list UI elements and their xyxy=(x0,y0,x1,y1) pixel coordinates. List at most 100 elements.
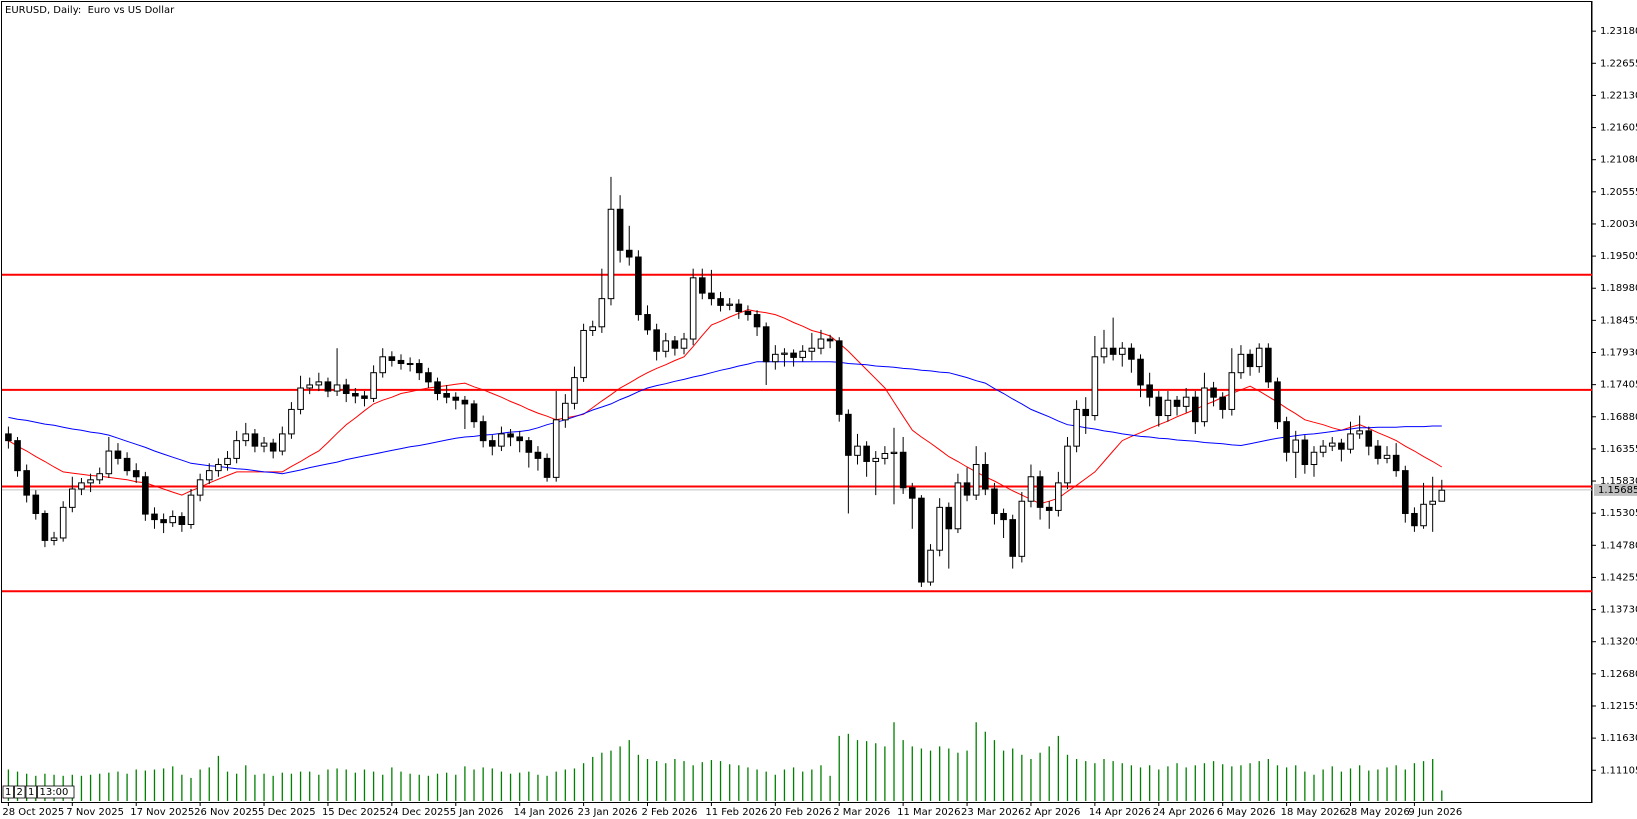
candle-body xyxy=(443,393,450,398)
candle-body xyxy=(1210,387,1217,398)
y-tick-label: 1.16880 xyxy=(1600,412,1637,423)
candle-body xyxy=(288,408,295,435)
corner-tag-box xyxy=(2,785,14,799)
candle-body xyxy=(41,512,49,541)
y-tick-label: 1.20555 xyxy=(1600,187,1637,198)
candle-body xyxy=(972,464,980,496)
y-tick-label: 1.17930 xyxy=(1600,348,1637,359)
x-tick-label: 28 May 2026 xyxy=(1345,807,1410,818)
candle-body xyxy=(936,506,943,551)
candle-body xyxy=(178,516,186,525)
x-tick-label: 15 Dec 2025 xyxy=(322,807,386,818)
y-tick-label: 1.13730 xyxy=(1600,605,1637,616)
candle-body xyxy=(698,277,706,294)
candle-body xyxy=(1173,399,1181,407)
x-tick-label: 2 Mar 2026 xyxy=(833,807,890,818)
candle-body xyxy=(233,440,240,459)
candle-body xyxy=(1137,358,1144,386)
candle-body xyxy=(1055,482,1062,511)
candle-body xyxy=(224,457,231,466)
candle-body xyxy=(1128,347,1135,360)
candle-body xyxy=(1228,372,1236,410)
candle-body xyxy=(1328,442,1336,447)
y-tick-label: 1.11630 xyxy=(1600,733,1637,744)
candle-body xyxy=(1000,512,1007,521)
candle-body xyxy=(1401,470,1409,514)
candle-body xyxy=(361,395,368,399)
candle-body xyxy=(1146,384,1153,398)
candle-body xyxy=(945,506,953,530)
x-tick-label: 14 Jan 2026 xyxy=(514,807,574,818)
candle-body xyxy=(114,450,122,459)
y-tick-label: 1.18980 xyxy=(1600,283,1637,294)
y-tick-label: 1.20030 xyxy=(1600,219,1637,230)
candle-body xyxy=(1009,519,1017,557)
x-tick-label: 7 Nov 2025 xyxy=(66,807,124,818)
candle-body xyxy=(1338,442,1345,450)
candle-body xyxy=(552,419,560,478)
candle-body xyxy=(69,488,76,508)
candle-body xyxy=(744,310,752,316)
candle-body xyxy=(1192,396,1199,423)
y-tick-label: 1.15305 xyxy=(1600,508,1637,519)
candle-body xyxy=(5,433,12,442)
y-tick-label: 1.11105 xyxy=(1600,765,1637,776)
candle-body xyxy=(1255,347,1263,368)
x-tick-label: 28 Oct 2025 xyxy=(2,807,64,818)
chart-title: EURUSD, Daily: Euro vs US Dollar xyxy=(5,5,175,16)
candle-body xyxy=(826,338,834,342)
candle-body xyxy=(607,208,615,300)
x-tick-label: 14 Apr 2026 xyxy=(1089,807,1151,818)
candle-body xyxy=(132,470,140,478)
candle-body xyxy=(1392,454,1400,472)
x-tick-label: 5 Jan 2026 xyxy=(450,807,504,818)
candle-body xyxy=(790,352,797,358)
candle-body xyxy=(452,396,460,401)
candle-body xyxy=(470,403,478,423)
corner-tag: 13:00 xyxy=(40,787,69,798)
x-tick-label: 24 Dec 2025 xyxy=(386,807,450,818)
candle-body xyxy=(1100,347,1108,358)
candle-body xyxy=(689,277,697,340)
candle-body xyxy=(425,372,432,383)
candle-body xyxy=(169,516,177,524)
candle-body xyxy=(1274,381,1281,423)
candle-body xyxy=(488,440,496,447)
candle-body xyxy=(662,340,670,352)
candle-body xyxy=(899,451,907,489)
last-price-box xyxy=(1594,483,1637,496)
candle-body xyxy=(205,470,213,481)
candle-body xyxy=(991,488,998,514)
candle-body xyxy=(1246,353,1254,368)
candle-body xyxy=(1383,454,1391,459)
candle-body xyxy=(279,433,286,452)
candle-body xyxy=(543,457,551,478)
candle-body xyxy=(1356,430,1363,435)
candle-body xyxy=(1219,396,1226,410)
candle-body xyxy=(1201,387,1208,423)
candle-body xyxy=(845,413,852,456)
x-tick-label: 20 Feb 2026 xyxy=(769,807,831,818)
candle-body xyxy=(525,440,533,453)
candle-body xyxy=(589,326,597,331)
candle-body xyxy=(717,298,724,306)
candle-body xyxy=(635,256,642,316)
candle-body xyxy=(772,353,779,363)
candle-body xyxy=(1027,476,1035,502)
candle-body xyxy=(333,384,341,392)
candle-body xyxy=(1347,433,1354,450)
candle-body xyxy=(1155,396,1163,417)
candle-body xyxy=(927,549,934,583)
candle-body xyxy=(616,208,624,251)
candle-body xyxy=(352,393,359,397)
candle-body xyxy=(1283,421,1290,453)
candle-body xyxy=(580,329,587,379)
candle-body xyxy=(59,506,67,539)
candle-body xyxy=(1411,512,1418,527)
y-tick-label: 1.14255 xyxy=(1600,572,1637,583)
x-tick-label: 11 Mar 2026 xyxy=(897,807,960,818)
candle-body xyxy=(863,445,870,462)
candle-body xyxy=(105,450,113,475)
candle-body xyxy=(1064,445,1071,484)
